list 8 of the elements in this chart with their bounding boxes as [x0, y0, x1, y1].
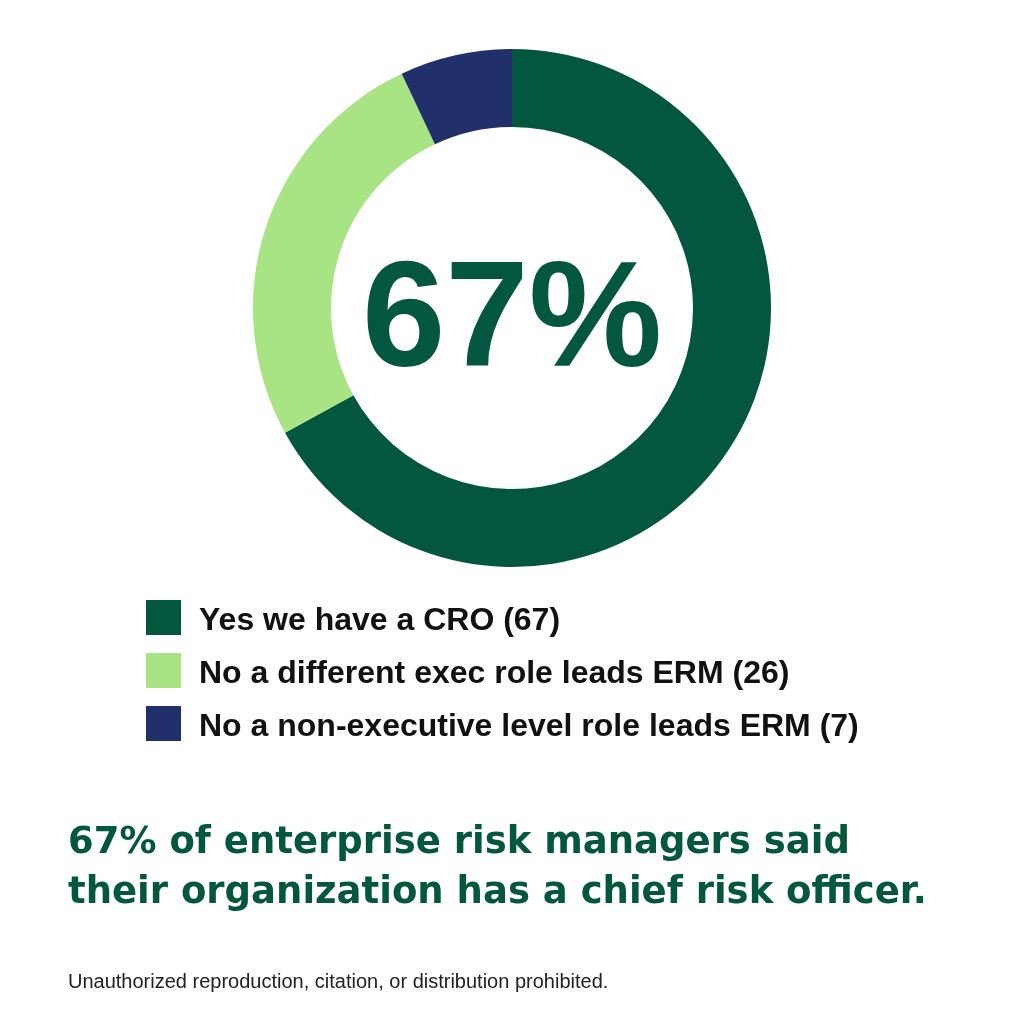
text: Unauthorized reproduction, citation, or distribution prohibited.	[68, 970, 609, 992]
donut-slice	[285, 49, 771, 567]
legend-label: No a different exec role leads ERM (26)	[199, 654, 790, 690]
text: 67%	[361, 230, 663, 398]
legend-label: Yes we have a CRO (67)	[199, 601, 561, 637]
donut-slice	[401, 49, 512, 145]
text: 67% of enterprise risk managers said their organization has a chief risk officer.	[68, 819, 927, 912]
legend-label: No a non-executive level role leads ERM (7)	[199, 707, 859, 743]
